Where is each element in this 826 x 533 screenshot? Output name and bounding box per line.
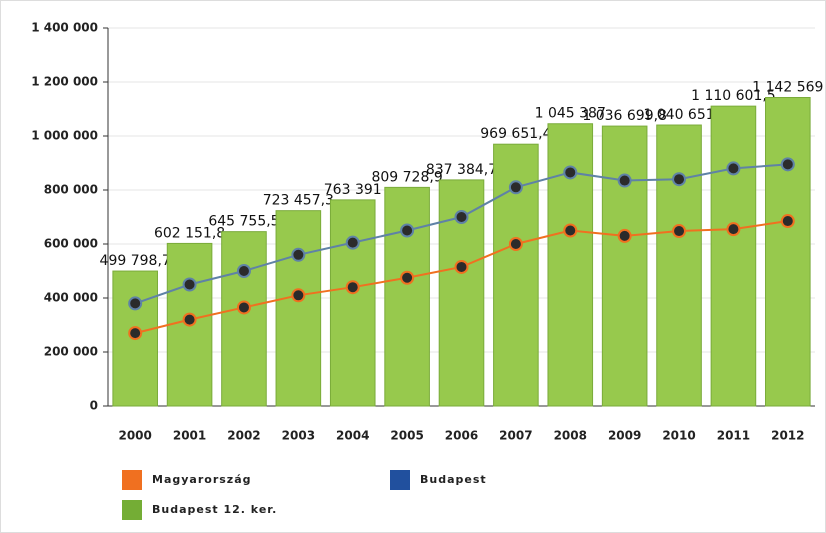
point [291,247,306,262]
y-tick-label: 1 400 000 [31,21,98,35]
bar [765,97,811,407]
value-label: 645 755,5 [208,214,279,230]
y-tick-label: 600 000 [44,237,98,251]
y-tick-label: 400 000 [44,291,98,305]
point [508,237,523,251]
value-label: 1 036 699,8 [582,108,667,124]
legend-label: Magyarország [152,473,252,486]
point [291,288,306,303]
point [563,223,578,238]
point [236,300,251,315]
x-tick-label: 2005 [390,429,423,443]
point [780,214,795,229]
x-tick-label: 2009 [608,429,641,443]
bar [710,105,757,407]
value-label: 602 151,8 [154,225,225,241]
value-label: 1 142 569 [752,80,823,96]
point [400,223,415,238]
y-tick-label: 0 [90,399,98,413]
x-tick-label: 2011 [717,429,750,443]
x-tick-label: 2006 [445,429,478,443]
legend-swatch [122,470,142,490]
x-tick-label: 2007 [499,429,532,443]
x-tick-label: 2008 [554,429,587,443]
value-label: 1 040 651 [643,107,714,123]
value-label: 1 045 387 [535,106,606,122]
point [672,224,687,239]
bar [275,210,322,407]
value-label: 763 391 [324,182,382,198]
point [780,157,795,172]
y-tick-label: 1 200 000 [31,75,98,89]
bar [221,231,267,407]
value-label: 499 798,7 [100,253,171,269]
x-tick-label: 2004 [336,429,369,443]
bar [384,186,430,407]
x-tick-label: 2003 [282,429,315,443]
value-label: 723 457,3 [263,193,334,209]
x-tick-label: 2010 [662,429,695,443]
point [182,312,197,327]
point [726,161,741,176]
bar [329,199,376,407]
point [128,296,143,311]
x-tick-label: 2002 [227,429,260,443]
y-tick-label: 200 000 [44,345,98,359]
point [617,173,632,188]
value-label: 969 651,4 [480,126,551,142]
legend-swatch [390,470,410,490]
bar [601,125,648,407]
point [454,259,469,274]
x-tick-label: 2001 [173,429,206,443]
legend-swatch [122,500,142,520]
point [563,165,578,180]
point [508,180,523,195]
value-label: 837 384,7 [426,162,497,178]
point [182,277,197,292]
bar [656,124,702,407]
y-tick-label: 1 000 000 [31,129,98,143]
point [236,264,251,278]
value-label: 809 728,9 [371,169,442,185]
point [128,326,143,341]
point [617,228,632,243]
x-tick-label: 2000 [118,429,151,443]
point [726,222,741,237]
point [454,210,469,224]
point [672,172,687,187]
point [400,270,415,285]
y-tick-label: 800 000 [44,183,98,197]
legend-label: Budapest [420,473,487,486]
legend-label: Budapest 12. ker. [152,503,277,516]
x-tick-label: 2012 [771,429,804,443]
point [345,235,360,250]
value-label: 1 110 601,5 [691,88,776,104]
point [345,280,360,295]
